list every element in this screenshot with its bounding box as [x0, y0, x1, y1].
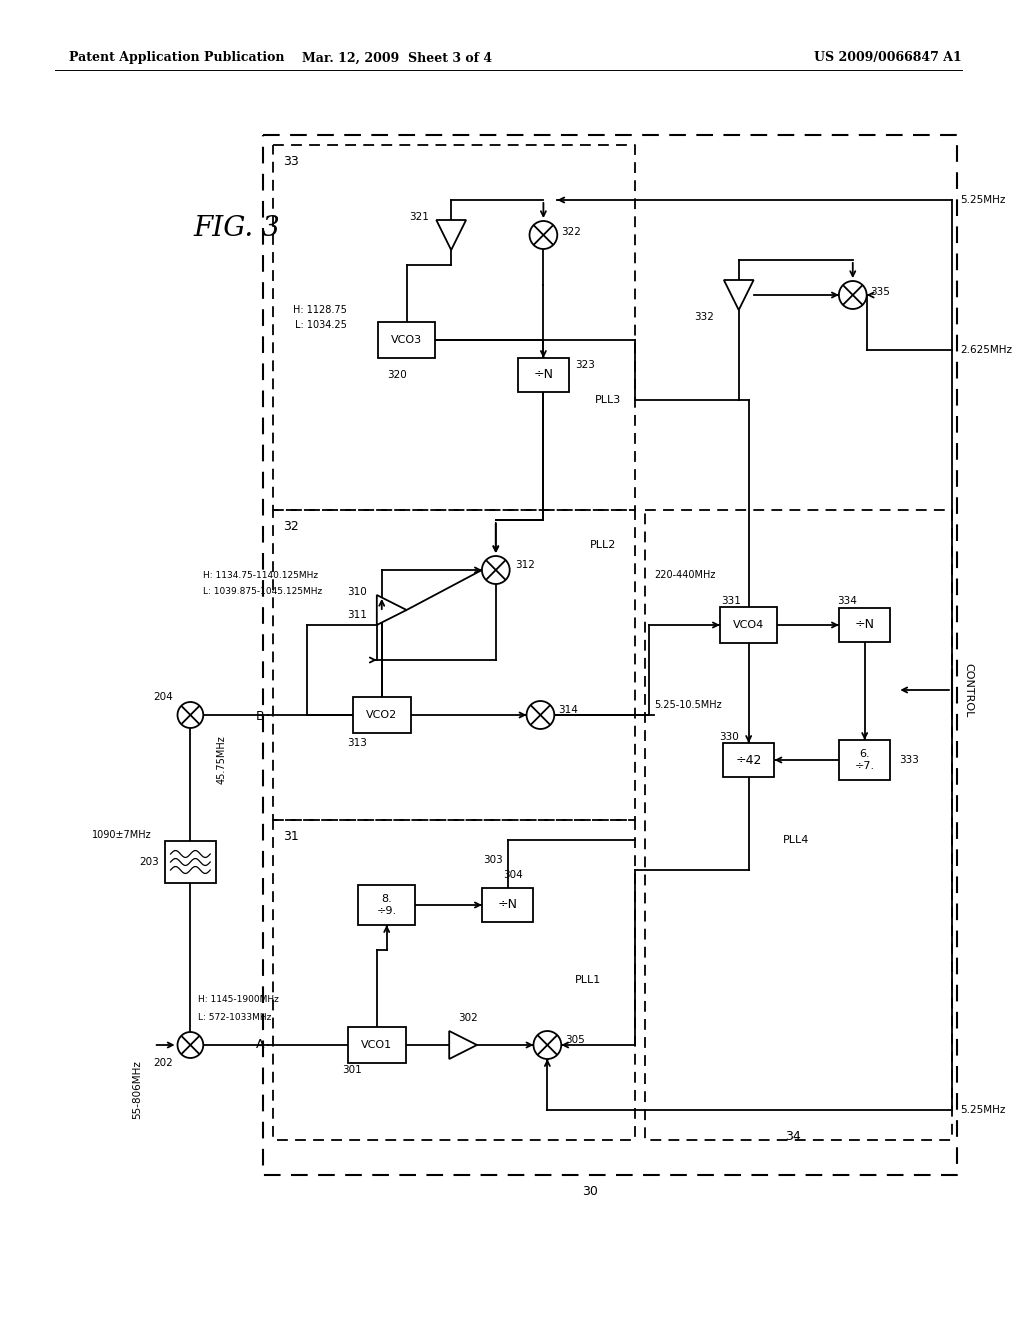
Text: 202: 202 — [153, 1059, 172, 1068]
Text: 312: 312 — [516, 560, 536, 570]
Bar — [482, 888, 534, 921]
Text: 304: 304 — [503, 870, 522, 880]
Text: 6.
÷7.: 6. ÷7. — [855, 750, 874, 771]
Text: 203: 203 — [139, 857, 159, 867]
Text: VCO3: VCO3 — [391, 335, 422, 345]
Polygon shape — [450, 1031, 477, 1059]
Text: H: 1145-1900MHz: H: 1145-1900MHz — [199, 995, 280, 1005]
Text: A: A — [256, 1039, 265, 1052]
Text: 330: 330 — [719, 733, 738, 742]
Text: 55-806MHz: 55-806MHz — [132, 1060, 142, 1119]
Text: L: 572-1033MHz: L: 572-1033MHz — [199, 1012, 271, 1022]
Text: 204: 204 — [153, 692, 172, 702]
Text: 5.25-10.5MHz: 5.25-10.5MHz — [654, 700, 722, 710]
Text: PLL2: PLL2 — [590, 540, 616, 550]
Text: VCO1: VCO1 — [361, 1040, 392, 1049]
Text: H: 1128.75: H: 1128.75 — [293, 305, 347, 315]
Text: 2.625MHz: 2.625MHz — [959, 345, 1012, 355]
Bar — [378, 322, 435, 358]
Circle shape — [839, 281, 866, 309]
Text: 302: 302 — [458, 1012, 478, 1023]
Text: 313: 313 — [347, 738, 367, 748]
Text: 33: 33 — [283, 154, 298, 168]
Circle shape — [177, 1032, 204, 1059]
Bar — [839, 609, 891, 642]
Bar — [839, 741, 891, 780]
Text: US 2009/0066847 A1: US 2009/0066847 A1 — [814, 51, 962, 65]
Polygon shape — [436, 220, 466, 249]
Text: 45.75MHz: 45.75MHz — [216, 735, 226, 784]
Text: L: 1039.875-1045.125MHz: L: 1039.875-1045.125MHz — [204, 587, 323, 597]
Text: ÷N: ÷N — [534, 368, 553, 381]
Bar — [353, 697, 411, 733]
Text: 8.
÷9.: 8. ÷9. — [377, 894, 396, 916]
Circle shape — [534, 1031, 561, 1059]
Text: 323: 323 — [575, 360, 595, 370]
Text: 321: 321 — [410, 213, 429, 222]
Text: 5.25MHz: 5.25MHz — [959, 1105, 1006, 1115]
Text: 305: 305 — [565, 1035, 585, 1045]
Text: 322: 322 — [561, 227, 582, 238]
Text: 310: 310 — [347, 587, 367, 597]
Bar — [358, 884, 416, 925]
Polygon shape — [377, 595, 407, 624]
Text: ÷42: ÷42 — [735, 754, 762, 767]
Text: CONTROL: CONTROL — [964, 663, 974, 717]
Text: Patent Application Publication: Patent Application Publication — [70, 51, 285, 65]
Text: 334: 334 — [837, 597, 857, 606]
Circle shape — [177, 702, 204, 729]
Text: 303: 303 — [483, 855, 503, 865]
Bar — [723, 743, 774, 777]
Text: 31: 31 — [283, 830, 298, 843]
Text: PLL3: PLL3 — [595, 395, 622, 405]
Text: PLL4: PLL4 — [783, 836, 810, 845]
Text: 314: 314 — [558, 705, 579, 715]
Circle shape — [529, 220, 557, 249]
Text: VCO4: VCO4 — [733, 620, 764, 630]
Bar — [348, 1027, 406, 1063]
Text: Mar. 12, 2009  Sheet 3 of 4: Mar. 12, 2009 Sheet 3 of 4 — [302, 51, 492, 65]
Text: 5.25MHz: 5.25MHz — [959, 195, 1006, 205]
Text: 335: 335 — [870, 286, 891, 297]
Text: ÷N: ÷N — [855, 619, 874, 631]
Text: 220-440MHz: 220-440MHz — [654, 570, 716, 579]
Text: 332: 332 — [694, 312, 714, 322]
Circle shape — [482, 556, 510, 583]
Text: 1090±7MHz: 1090±7MHz — [92, 830, 152, 840]
Text: 301: 301 — [342, 1065, 361, 1074]
Text: 331: 331 — [721, 597, 740, 606]
Text: VCO2: VCO2 — [367, 710, 397, 719]
Polygon shape — [724, 280, 754, 310]
Text: 333: 333 — [899, 755, 920, 766]
Text: L: 1034.25: L: 1034.25 — [295, 319, 347, 330]
Text: B: B — [256, 710, 265, 722]
Bar — [165, 841, 216, 883]
Text: H: 1134.75-1140.125MHz: H: 1134.75-1140.125MHz — [204, 570, 318, 579]
Text: 311: 311 — [347, 610, 367, 620]
Circle shape — [526, 701, 554, 729]
Text: 32: 32 — [283, 520, 298, 533]
Text: ÷N: ÷N — [498, 899, 518, 912]
Text: 320: 320 — [387, 370, 407, 380]
Text: 34: 34 — [785, 1130, 801, 1143]
Bar — [517, 358, 569, 392]
Text: 30: 30 — [582, 1185, 598, 1199]
Text: FIG. 3: FIG. 3 — [194, 215, 281, 242]
Text: PLL1: PLL1 — [575, 975, 601, 985]
Bar — [720, 607, 777, 643]
